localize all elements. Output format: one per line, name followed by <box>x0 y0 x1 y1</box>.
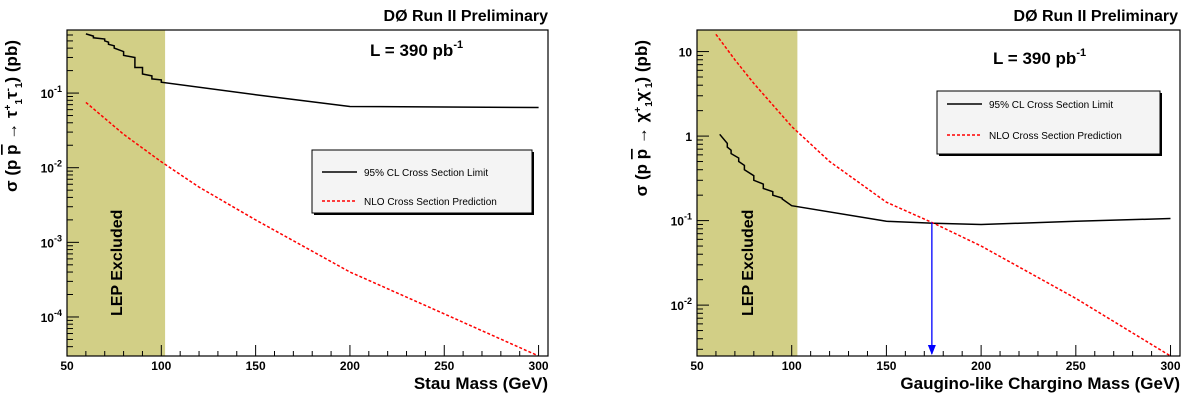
y-tick-base: 10 <box>671 299 685 313</box>
y-label-superscript: + <box>3 104 14 110</box>
x-tick-label: 150 <box>246 359 266 373</box>
plot-frame <box>696 29 1181 357</box>
y-tick-base: 10 <box>41 162 55 176</box>
y-tick-label: 10 <box>679 46 693 60</box>
x-axis-label: Stau Mass (GeV) <box>414 374 548 393</box>
plot-area <box>715 33 1171 356</box>
x-tick-label: 250 <box>434 359 454 373</box>
experiment-header: DØ Run II Preliminary <box>384 8 549 25</box>
legend: 95% CL Cross Section Limit NLO Cross Sect… <box>936 90 1162 156</box>
y-label-antiproton: p <box>632 149 651 159</box>
y-label-suffix: ) (pb) <box>632 40 651 82</box>
y-label-particle: τ <box>2 110 21 118</box>
plot-area <box>85 33 539 356</box>
x-tick-label: 300 <box>529 359 549 373</box>
y-tick-base: 10 <box>671 215 685 229</box>
x-tick-label: 100 <box>782 359 802 373</box>
y-label-prefix: σ (p <box>2 160 21 192</box>
mass-limit-arrow-head <box>927 345 936 355</box>
legend-entry-label: NLO Cross Section Prediction <box>364 197 497 208</box>
y-label-suffix: ) (pb) <box>2 40 21 82</box>
lep-excluded-label: LEP Excluded <box>109 210 126 316</box>
experiment-header: DØ Run II Preliminary <box>1014 8 1179 25</box>
y-label-particle: χ <box>632 91 651 101</box>
y-label-superscript: + <box>633 107 644 113</box>
y-tick-label: 10-1 <box>671 212 692 229</box>
y-label-arrow: → <box>632 122 651 148</box>
luminosity-label: L = 390 pb-1 <box>993 47 1086 68</box>
y-label-antiproton: p <box>2 144 21 154</box>
y-label-subscript: 1 <box>14 99 25 105</box>
lep-excluded-label: LEP Excluded <box>740 210 757 316</box>
y-tick-exponent: -1 <box>54 84 62 94</box>
y-tick-label: 10-1 <box>41 84 62 101</box>
legend-entry-label: NLO Cross Section Prediction <box>989 131 1122 142</box>
y-tick-exponent: -2 <box>54 159 62 169</box>
y-label-particle: τ <box>2 91 21 99</box>
y-tick-label: 10-2 <box>671 296 692 313</box>
y-tick-base: 10 <box>41 311 55 325</box>
y-label-superscript: - <box>3 88 14 91</box>
legend-entry-label: 95% CL Cross Section Limit <box>364 168 488 179</box>
luminosity-label: L = 390 pb-1 <box>370 39 463 60</box>
y-label-subscript: 1 <box>14 82 25 88</box>
y-label-prefix: σ (p <box>632 164 651 196</box>
y-axis-label: σ (p p → χ+1χ-1) (pb) <box>632 40 655 196</box>
y-tick-base: 10 <box>41 87 55 101</box>
legend-entry-label: 95% CL Cross Section Limit <box>989 100 1113 111</box>
y-label-subscript: 1 <box>644 82 655 88</box>
prediction-curve <box>85 101 539 356</box>
x-tick-label: 200 <box>340 359 360 373</box>
x-tick-label: 50 <box>690 359 704 373</box>
luminosity-base: L = 390 pb <box>370 41 453 60</box>
y-tick-exponent: -1 <box>684 212 692 222</box>
y-label-arrow: → <box>2 118 21 144</box>
x-axis-label: Gaugino-like Chargino Mass (GeV) <box>900 374 1180 393</box>
y-label-subscript: 1 <box>644 101 655 107</box>
y-tick-base: 10 <box>679 46 693 60</box>
luminosity-exponent: -1 <box>453 39 463 51</box>
y-tick-label: 10-3 <box>41 233 62 250</box>
legend-box <box>936 90 1161 155</box>
y-label-particle: χ <box>632 112 651 122</box>
y-label-superscript: - <box>633 88 644 91</box>
y-tick-exponent: -3 <box>54 233 62 243</box>
limit-curve <box>85 33 539 109</box>
legend-box <box>311 149 533 214</box>
y-tick-base: 10 <box>41 236 55 250</box>
lep-excluded-band <box>697 30 798 356</box>
luminosity-base: L = 390 pb <box>993 49 1076 68</box>
x-tick-label: 250 <box>1066 359 1086 373</box>
plot-frame <box>66 29 549 357</box>
x-tick-label: 200 <box>971 359 991 373</box>
y-axis-label: σ (p p → τ+1τ-1) (pb) <box>2 40 25 192</box>
y-tick-label: 1 <box>685 130 692 144</box>
y-tick-label: 10-4 <box>41 308 62 325</box>
luminosity-exponent: -1 <box>1076 47 1086 59</box>
lep-excluded-band <box>67 30 166 356</box>
limit-curve <box>719 133 1171 226</box>
y-tick-label: 10-2 <box>41 159 62 176</box>
x-tick-label: 150 <box>876 359 896 373</box>
legend: 95% CL Cross Section Limit NLO Cross Sect… <box>311 149 534 215</box>
y-tick-exponent: -2 <box>684 296 692 306</box>
prediction-curve <box>715 33 1171 356</box>
x-tick-label: 300 <box>1161 359 1181 373</box>
y-tick-base: 1 <box>685 130 692 144</box>
y-tick-exponent: -4 <box>54 308 62 318</box>
x-tick-label: 100 <box>151 359 171 373</box>
x-tick-label: 50 <box>60 359 74 373</box>
